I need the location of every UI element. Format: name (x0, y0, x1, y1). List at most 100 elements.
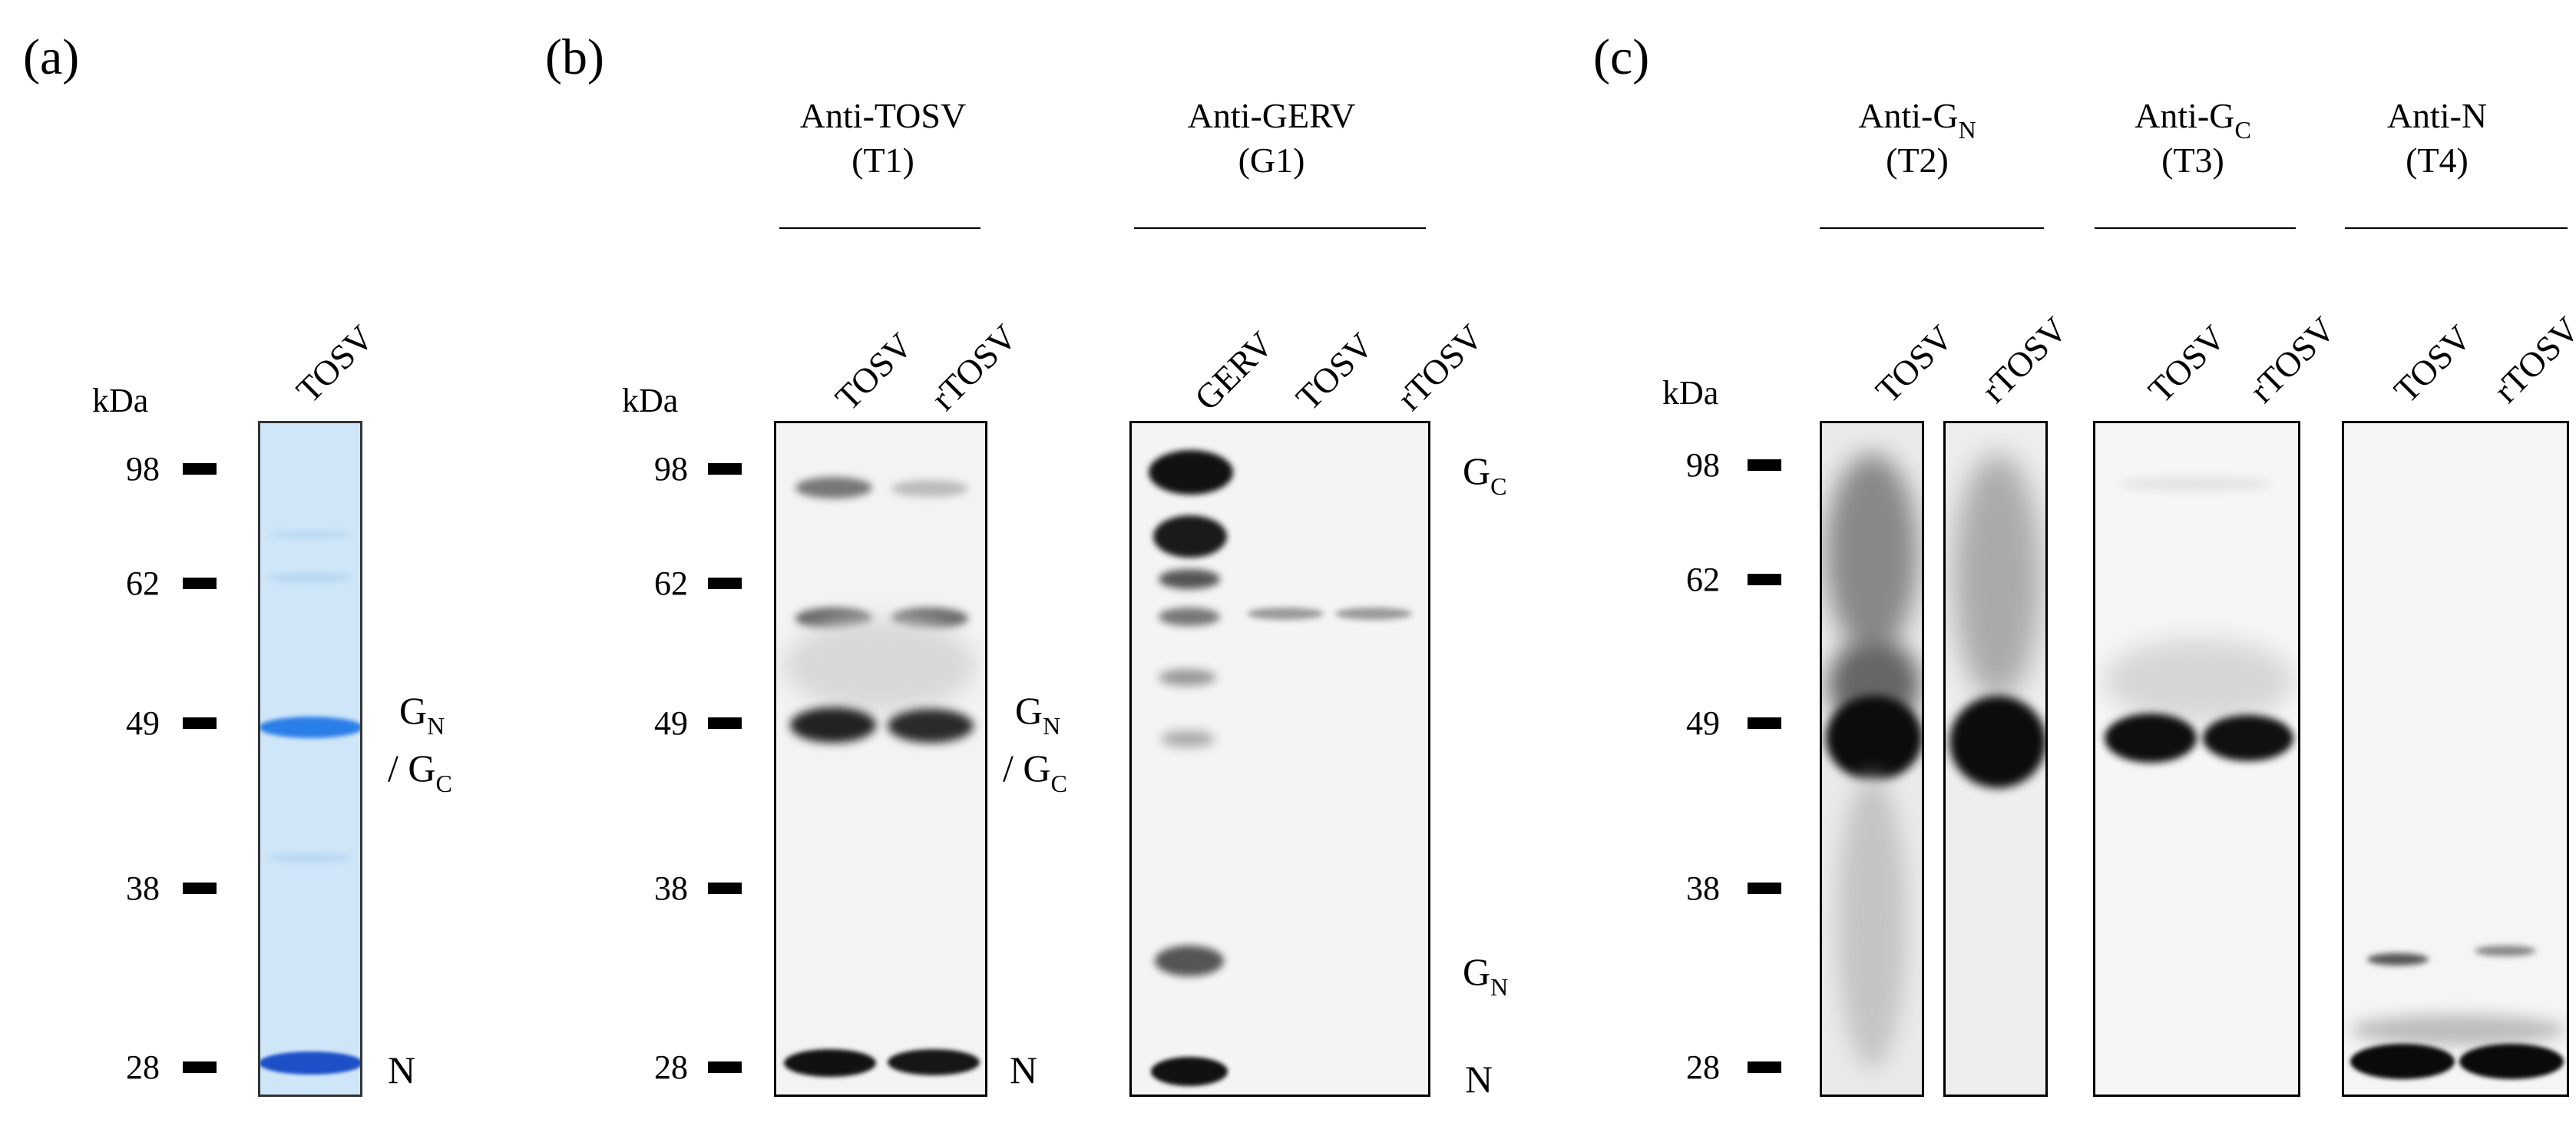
mw-28-a: 28 (126, 1048, 160, 1086)
gel-band-gn-gc (260, 717, 360, 738)
blot-smear (1837, 777, 1906, 1068)
mw-28-c: 28 (1686, 1048, 1720, 1086)
mw-38-b: 38 (654, 869, 688, 907)
lane-label-b-tosv2: TOSV (1288, 325, 1381, 418)
blot-faint-band (2118, 477, 2272, 491)
header-rule-anti-n (2345, 227, 2568, 229)
band-label-a-n: N (388, 1048, 416, 1091)
mw-tick-38-a (183, 883, 217, 894)
mw-tick-49-b (708, 717, 742, 729)
gel-faint-band (268, 531, 352, 538)
mw-49-a: 49 (126, 704, 160, 742)
blot-smear (2350, 1015, 2565, 1045)
lane-label-b-gerv: GERV (1186, 323, 1281, 418)
mw-49-c: 49 (1686, 704, 1720, 742)
blot-anti-gc (2093, 421, 2300, 1097)
mw-38-c: 38 (1686, 869, 1720, 907)
mw-98-c: 98 (1686, 446, 1720, 484)
blot-band (1161, 730, 1215, 747)
mw-28-b: 28 (654, 1048, 688, 1086)
header-anti-n: Anti-N (T4) (2386, 96, 2488, 180)
mw-tick-62-c (1748, 574, 1781, 585)
header-rule-anti-gn (1820, 227, 2044, 229)
header-anti-gn: Anti-GN (T2) (1858, 96, 1976, 180)
header-anti-gc: Anti-GC (T3) (2135, 96, 2251, 180)
panel-label-c: (c) (1593, 29, 1650, 85)
mw-tick-62-b (708, 578, 742, 589)
blot-band (1159, 569, 1220, 589)
mw-62-b: 62 (654, 565, 688, 602)
mw-tick-98-a (183, 463, 217, 475)
blot-band (790, 707, 876, 743)
blot-smear (2103, 638, 2295, 723)
mw-tick-98-c (1748, 459, 1781, 471)
band-label-a-gc: / GC (388, 747, 452, 797)
mw-tick-28-c (1748, 1061, 1781, 1073)
blot-anti-gn-rtosv (1943, 421, 2048, 1097)
lane-label-c-t2-rtosv: rTOSV (1973, 309, 2075, 410)
band-label-b-n: N (1010, 1048, 1038, 1091)
lane-label-a-tosv: TOSV (288, 317, 382, 410)
mw-tick-98-b (708, 463, 742, 475)
blot-smear (1953, 454, 2042, 700)
lane-label-b-tosv: TOSV (827, 325, 921, 418)
blot-band (1159, 608, 1220, 626)
blot-band (1826, 696, 1922, 780)
panel-label-b: (b) (545, 29, 604, 85)
blot-anti-gerv (1129, 421, 1430, 1097)
blot-band (1949, 696, 2045, 788)
band-label-b-gc: / GC (1003, 747, 1067, 797)
mw-tick-49-c (1748, 717, 1781, 729)
blot-band (2459, 1044, 2564, 1079)
mw-98-b: 98 (654, 450, 688, 488)
lane-label-c-t4-rtosv: rTOSV (2485, 309, 2576, 410)
lane-label-b-rtosv2: rTOSV (1389, 316, 1491, 418)
blot-band (1151, 1057, 1228, 1086)
kda-label-c: kDa (1662, 374, 1719, 412)
band-label-b-right-gc: GC (1463, 449, 1507, 500)
gel-faint-band (268, 573, 352, 582)
kda-label-a: kDa (92, 382, 149, 419)
blot-anti-gn-tosv (1820, 421, 1924, 1097)
mw-98-a: 98 (126, 450, 160, 488)
blot-band (888, 1049, 980, 1075)
coomassie-gel-lane (258, 421, 362, 1097)
blot-band (888, 709, 974, 743)
gel-band-n (260, 1052, 360, 1075)
blot-band (2367, 953, 2429, 965)
header-rule-anti-gc (2095, 227, 2296, 229)
blot-band (2350, 1044, 2455, 1079)
blot-band (2105, 714, 2197, 763)
blot-band (1149, 450, 1233, 495)
lane-label-c-t3-tosv: TOSV (2140, 317, 2234, 410)
mw-tick-62-a (183, 578, 217, 589)
lane-label-c-t4-tosv: TOSV (2386, 317, 2479, 410)
header-rule-anti-gerv (1134, 227, 1426, 229)
lane-label-c-t2-tosv: TOSV (1867, 317, 1961, 410)
blot-band (1335, 608, 1412, 620)
blot-band (2203, 715, 2293, 761)
mw-tick-28-a (183, 1061, 217, 1073)
lane-label-b-rtosv: rTOSV (923, 316, 1025, 418)
blot-band (1247, 608, 1324, 620)
header-rule-anti-tosv (779, 227, 980, 229)
band-label-b-gn: GN (1015, 689, 1061, 740)
mw-62-c: 62 (1686, 561, 1720, 598)
mw-62-a: 62 (126, 565, 160, 602)
blot-band (1159, 669, 1216, 686)
blot-band (891, 480, 968, 497)
blot-band (784, 1049, 876, 1077)
mw-38-a: 38 (126, 869, 160, 907)
band-label-a-gn: GN (399, 689, 445, 740)
lane-label-c-t3-rtosv: rTOSV (2241, 309, 2343, 410)
blot-band (1153, 515, 1227, 558)
blot-anti-tosv (774, 421, 987, 1097)
mw-tick-49-a (183, 717, 217, 729)
blot-smear (784, 619, 976, 711)
mw-tick-38-b (708, 883, 742, 894)
blot-anti-n (2342, 421, 2569, 1097)
band-label-b-right-n: N (1465, 1058, 1493, 1101)
mw-49-b: 49 (654, 704, 688, 742)
mw-tick-38-c (1748, 883, 1781, 894)
